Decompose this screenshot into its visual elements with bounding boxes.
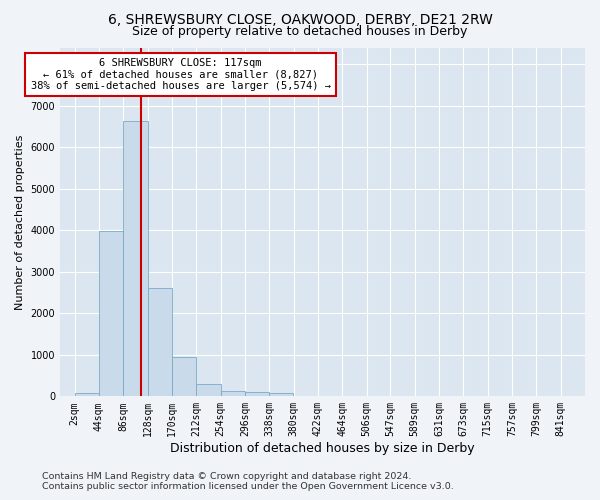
Text: Size of property relative to detached houses in Derby: Size of property relative to detached ho…: [133, 25, 467, 38]
Bar: [269, 393, 293, 396]
Text: Contains HM Land Registry data © Crown copyright and database right 2024.
Contai: Contains HM Land Registry data © Crown c…: [42, 472, 454, 491]
Bar: [124, 122, 148, 396]
Text: 6 SHREWSBURY CLOSE: 117sqm
← 61% of detached houses are smaller (8,827)
38% of s: 6 SHREWSBURY CLOSE: 117sqm ← 61% of deta…: [31, 58, 331, 91]
Text: 6, SHREWSBURY CLOSE, OAKWOOD, DERBY, DE21 2RW: 6, SHREWSBURY CLOSE, OAKWOOD, DERBY, DE2…: [107, 12, 493, 26]
Bar: [172, 357, 196, 397]
Y-axis label: Number of detached properties: Number of detached properties: [15, 134, 25, 310]
Bar: [75, 393, 99, 396]
Bar: [245, 392, 269, 396]
Bar: [148, 288, 172, 397]
Bar: [99, 231, 123, 396]
X-axis label: Distribution of detached houses by size in Derby: Distribution of detached houses by size …: [170, 442, 475, 455]
Bar: [196, 384, 221, 396]
Bar: [221, 392, 245, 396]
